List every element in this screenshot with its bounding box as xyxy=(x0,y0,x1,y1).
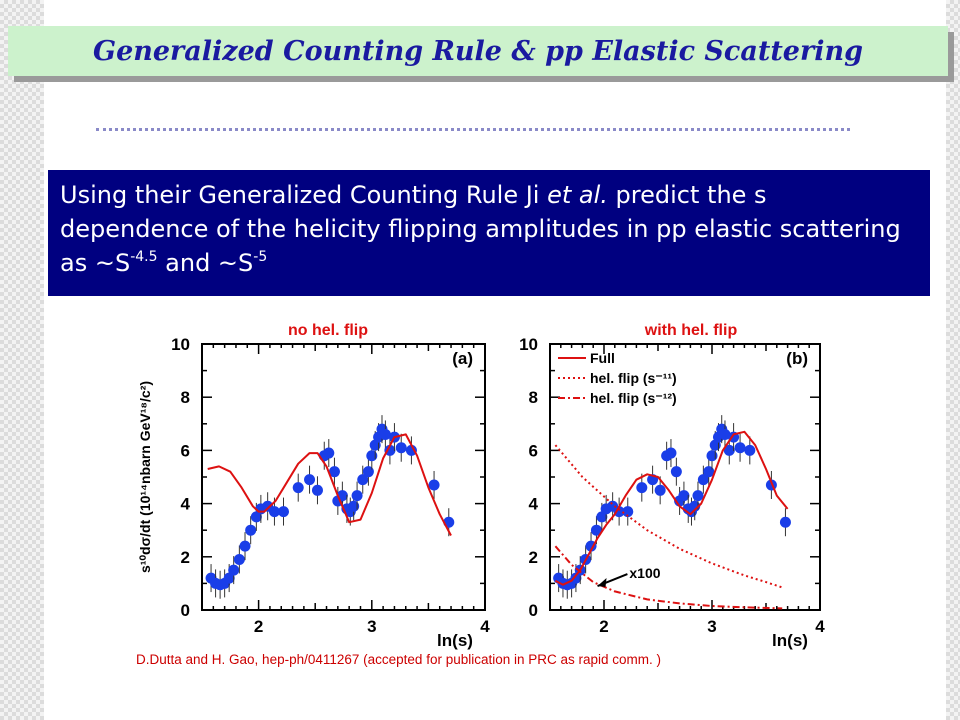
summary-exponent-1: -4.5 xyxy=(130,249,158,265)
panel-b-curve-dashdot xyxy=(554,545,783,610)
panel-b-data-point xyxy=(706,450,718,462)
title-bar: Generalized Counting Rule & pp Elastic S… xyxy=(8,26,948,76)
panel-b-data-point xyxy=(590,524,602,536)
panel-a-data-point xyxy=(311,484,323,496)
panel-a-data-point xyxy=(351,490,363,502)
summary-text-part1: Using their Generalized Counting Rule Ji xyxy=(60,181,548,209)
checker-border-right xyxy=(946,0,960,720)
panel-a-data-point xyxy=(278,506,290,518)
panel-a-data-point xyxy=(384,444,396,456)
panel-b-data-point xyxy=(779,516,791,528)
panel-a-data-point xyxy=(395,442,407,454)
panel-b-data-point xyxy=(723,444,735,456)
panel-a-xtick-label: 4 xyxy=(480,617,490,636)
panel-a-ytick-label: 6 xyxy=(181,441,190,460)
panel-b-ytick-label: 4 xyxy=(529,495,539,514)
panel-a-curve-solid xyxy=(207,433,452,536)
panel-a-frame xyxy=(201,343,486,611)
panel-b-data-point xyxy=(665,447,677,459)
panel-b-data-point xyxy=(692,490,704,502)
panel-a-ytick-label: 4 xyxy=(181,495,191,514)
panel-a-data-point xyxy=(348,500,360,512)
panel-a-data-point xyxy=(245,524,257,536)
panel-a-xtick-label: 3 xyxy=(367,617,376,636)
summary-text-etal: et al. xyxy=(547,181,608,209)
checker-border-left xyxy=(0,0,44,720)
panel-b-xlabel: ln(s) xyxy=(772,631,808,650)
panel-b-data-point xyxy=(744,444,756,456)
panel-a-xlabel: ln(s) xyxy=(437,631,473,650)
panel-a-data-point xyxy=(250,511,262,523)
panel-b-data-point xyxy=(734,442,746,454)
panel-b-xtick-label: 4 xyxy=(815,617,825,636)
panel-b-curve-dotted xyxy=(554,444,783,589)
panel-b-ytick-label: 2 xyxy=(529,548,538,567)
panel-b-annotation-arrowhead xyxy=(597,578,607,588)
panel-b-data-point xyxy=(678,490,690,502)
panel-b-heading: with hel. flip xyxy=(644,322,738,339)
panel-a-data-point xyxy=(362,466,374,478)
panel-a-ytick-label: 2 xyxy=(181,548,190,567)
panel-b-xtick-label: 2 xyxy=(599,617,608,636)
panel-a-data-point xyxy=(357,474,369,486)
panel-a-ytick-label: 8 xyxy=(181,388,190,407)
panel-a-data-point xyxy=(428,479,440,491)
panel-a-data-point xyxy=(239,540,251,552)
figure-panel: no hel. flip 0 2 4 6 8 10 2 3 4 ln(s) (a) s¹⁰dσ/dt (… xyxy=(128,320,848,676)
panel-a-heading: no hel. flip xyxy=(288,322,368,339)
panel-a-data-point xyxy=(366,450,378,462)
dotted-divider xyxy=(96,128,850,131)
panel-a-data-point xyxy=(323,447,335,459)
panel-a-ylabel: s¹⁰dσ/dt (10¹⁴nbarn GeV¹⁸/c²) xyxy=(137,381,153,573)
panel-b-xtick-label: 3 xyxy=(707,617,716,636)
panel-b-data-point xyxy=(636,482,648,494)
panel-a-data-point xyxy=(328,466,340,478)
figure-svg: no hel. flip 0 2 4 6 8 10 2 3 4 ln(s) (a) s¹⁰dσ/dt (… xyxy=(137,322,825,650)
panel-b-data-point xyxy=(719,428,731,440)
panel-a-data-point xyxy=(292,482,304,494)
panel-a-ytick-label: 10 xyxy=(171,335,190,354)
panel-a-ytick-label: 0 xyxy=(181,601,190,620)
panel-a-data-point xyxy=(233,553,245,565)
panel-b-ytick-label: 10 xyxy=(519,335,538,354)
panel-a-xtick-label: 2 xyxy=(254,617,263,636)
panel-b-data-point xyxy=(622,506,634,518)
panel-b-ytick-label: 0 xyxy=(529,601,538,620)
panel-a-data-point xyxy=(304,474,316,486)
panel-b-data-point xyxy=(670,466,682,478)
summary-exponent-2: -5 xyxy=(253,249,268,265)
panel-a-id-label: (a) xyxy=(452,349,473,368)
panel-a-data-point xyxy=(405,444,417,456)
slide-title: Generalized Counting Rule & pp Elastic S… xyxy=(93,35,863,67)
panel-b-ytick-label: 8 xyxy=(529,388,538,407)
panel-b-annotation: x100 xyxy=(629,565,660,581)
summary-text-part2: predict the s dependence of the helicity… xyxy=(60,181,901,277)
panel-a-data-point xyxy=(223,572,235,584)
summary-text-and: and ~S xyxy=(157,249,254,277)
panel-b-legend-label: hel. flip (s⁻¹¹) xyxy=(590,370,677,386)
panel-b-ytick-label: 6 xyxy=(529,441,538,460)
panel-a-data-point xyxy=(228,564,240,576)
panel-b-id-label: (b) xyxy=(786,349,808,368)
panel-a-data-point xyxy=(379,428,391,440)
citation-text: D.Dutta and H. Gao, hep-ph/0411267 (acce… xyxy=(136,652,662,667)
panel-b-data-point xyxy=(613,506,625,518)
panel-a-data-point xyxy=(268,506,280,518)
panel-b-curve-solid xyxy=(554,430,789,586)
panel-b-data-point xyxy=(697,474,709,486)
panel-b-data-point xyxy=(654,484,666,496)
summary-text-box: Using their Generalized Counting Rule Ji… xyxy=(48,170,930,296)
panel-b-legend-label: Full xyxy=(590,350,615,366)
panel-b-legend-label: hel. flip (s⁻¹²) xyxy=(590,390,677,406)
